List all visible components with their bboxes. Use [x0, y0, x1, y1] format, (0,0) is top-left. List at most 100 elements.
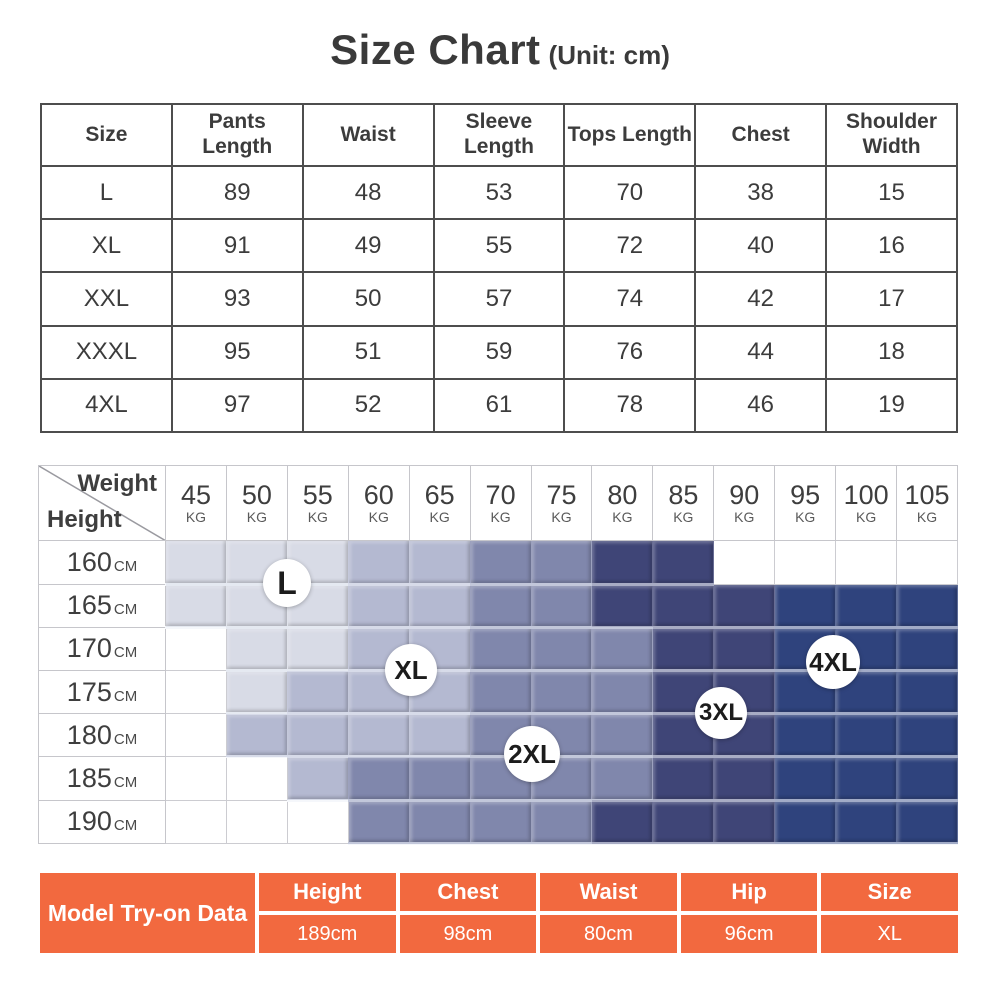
- size-table-header-cell: Tops Length: [563, 103, 697, 167]
- weight-value: 60: [363, 480, 394, 511]
- fit-cell-4XL: [835, 670, 898, 716]
- height-header-cell: 170 CM: [38, 626, 166, 672]
- weight-unit: KG: [855, 508, 877, 525]
- weight-unit: KG: [368, 508, 389, 525]
- fit-cell-3XL: [652, 584, 715, 629]
- weight-value: 105: [904, 480, 950, 511]
- size-value-cell: 53: [432, 164, 566, 221]
- weight-unit: KG: [795, 508, 816, 525]
- size-table-header-cell: Pants Length: [170, 103, 304, 167]
- size-region-label-4XL: 4XL: [806, 635, 860, 689]
- weight-header-cell: 60 KG: [347, 464, 410, 542]
- fit-cell-2XL: [531, 540, 593, 586]
- size-table-body: L 89 48 53 70 38 15 XL 91 49 55 72 40 16 XXL 93 50 57 74 42…: [40, 164, 958, 434]
- size-table-header-cell: Sleeve Length: [432, 103, 566, 167]
- matrix-row: 185 CM: [38, 756, 958, 802]
- size-value-cell: 38: [694, 164, 828, 221]
- size-table-header-row: Size Pants Length Waist Sleeve Length Tops L…: [40, 103, 958, 167]
- fit-cell-3XL: [713, 584, 776, 629]
- matrix-row: 190 CM: [38, 799, 958, 846]
- height-unit: CM: [113, 601, 138, 619]
- fit-cell-XL: [287, 670, 349, 716]
- fit-cell-4XL: [774, 584, 837, 629]
- size-value-cell: 61: [432, 377, 566, 434]
- weight-header-cell: 55 KG: [286, 464, 349, 542]
- fit-cell-XL: [348, 540, 410, 586]
- weight-header-cell: 100 KG: [835, 464, 898, 542]
- fit-cell-3XL: [652, 627, 715, 673]
- weight-unit: KG: [612, 508, 633, 525]
- fit-cell-XL: [348, 584, 410, 629]
- size-value-cell: 42: [694, 271, 828, 327]
- size-value-cell: 40: [694, 218, 828, 274]
- weight-header-cell: 105 KG: [896, 464, 958, 542]
- size-value-cell: 49: [301, 218, 435, 274]
- fit-cell-empty: [165, 626, 227, 672]
- size-value-cell: 48: [301, 164, 435, 221]
- model-column-size: Size XL: [821, 873, 958, 953]
- diagonal-divider-line: [39, 466, 165, 541]
- size-region-label-3XL: 3XL: [695, 687, 747, 739]
- fit-cell-XL: [409, 670, 471, 716]
- size-value-cell: 51: [301, 324, 435, 380]
- height-unit: CM: [113, 774, 138, 792]
- fit-cell-4XL: [896, 584, 958, 629]
- size-value-cell: 59: [432, 324, 566, 380]
- matrix-row: 170 CM: [38, 626, 958, 673]
- corner-height-label: Height: [47, 506, 122, 534]
- height-header-cell: 185 CM: [38, 756, 166, 801]
- height-unit: CM: [113, 730, 138, 748]
- size-value-cell: 95: [170, 324, 304, 380]
- size-table-row: 4XL 97 52 61 78 46 19: [40, 377, 958, 434]
- fit-cell-2XL: [470, 584, 532, 629]
- weight-header-cell: 95 KG: [774, 464, 837, 542]
- model-column-chest: Chest 98cm: [399, 873, 537, 953]
- height-value: 170: [66, 633, 112, 664]
- fit-cell-4XL: [896, 800, 958, 846]
- fit-cell-XL: [348, 713, 410, 759]
- height-value: 190: [66, 806, 112, 837]
- model-table-title: Model Try-on Data: [40, 873, 255, 953]
- weight-header-cell: 85 KG: [652, 464, 715, 542]
- size-label-cell: L: [40, 164, 173, 221]
- model-column-value: 96cm: [680, 915, 818, 953]
- weight-unit: KG: [490, 508, 511, 525]
- size-value-cell: 46: [694, 377, 828, 434]
- fit-cell-2XL: [470, 627, 532, 673]
- fit-cell-3XL: [591, 584, 654, 629]
- fit-cell-3XL: [591, 800, 654, 846]
- fit-cell-2XL: [470, 670, 532, 716]
- size-value-cell: 15: [825, 164, 958, 221]
- weight-header-cell: 75 KG: [530, 464, 593, 542]
- fit-cell-empty: [286, 799, 349, 845]
- fit-cell-4XL: [774, 756, 837, 802]
- fit-cell-2XL: [409, 756, 471, 802]
- size-region-label-XL: XL: [385, 644, 437, 696]
- model-column-value: 189cm: [259, 915, 396, 953]
- height-unit: CM: [113, 558, 138, 575]
- fit-cell-3XL: [713, 800, 776, 846]
- size-region-label-2XL: 2XL: [504, 726, 560, 782]
- weight-value: 75: [546, 480, 577, 511]
- weight-unit: KG: [673, 508, 694, 525]
- height-header-cell: 160 CM: [38, 540, 166, 585]
- fit-cell-XL: [409, 540, 471, 586]
- height-value: 165: [66, 590, 112, 621]
- fit-cell-L: [226, 670, 288, 716]
- fit-cell-2XL: [591, 627, 654, 673]
- fit-cell-empty: [774, 540, 837, 585]
- matrix-body: 160 CM 165 CM 170 CM 175 CM 180 CM 185 CM 190 CM: [38, 540, 958, 846]
- fit-cell-2XL: [409, 800, 471, 846]
- model-column-value: 98cm: [399, 915, 537, 953]
- weight-unit: KG: [429, 508, 450, 525]
- size-measurements-table: Size Pants Length Waist Sleeve Length Tops L…: [40, 103, 958, 434]
- fit-cell-2XL: [591, 713, 654, 759]
- matrix-header-row: Weight Height 45 KG 50 KG 55 KG 60 KG 65 KG 70 KG 75…: [38, 464, 958, 542]
- size-value-cell: 89: [170, 164, 304, 221]
- size-table-header-cell: Waist: [301, 103, 435, 167]
- height-value: 180: [66, 719, 112, 750]
- title-unit: (Unit: cm): [548, 40, 670, 70]
- fit-cell-3XL: [713, 627, 776, 673]
- size-table-row: L 89 48 53 70 38 15: [40, 164, 958, 221]
- weight-value: 65: [424, 480, 455, 511]
